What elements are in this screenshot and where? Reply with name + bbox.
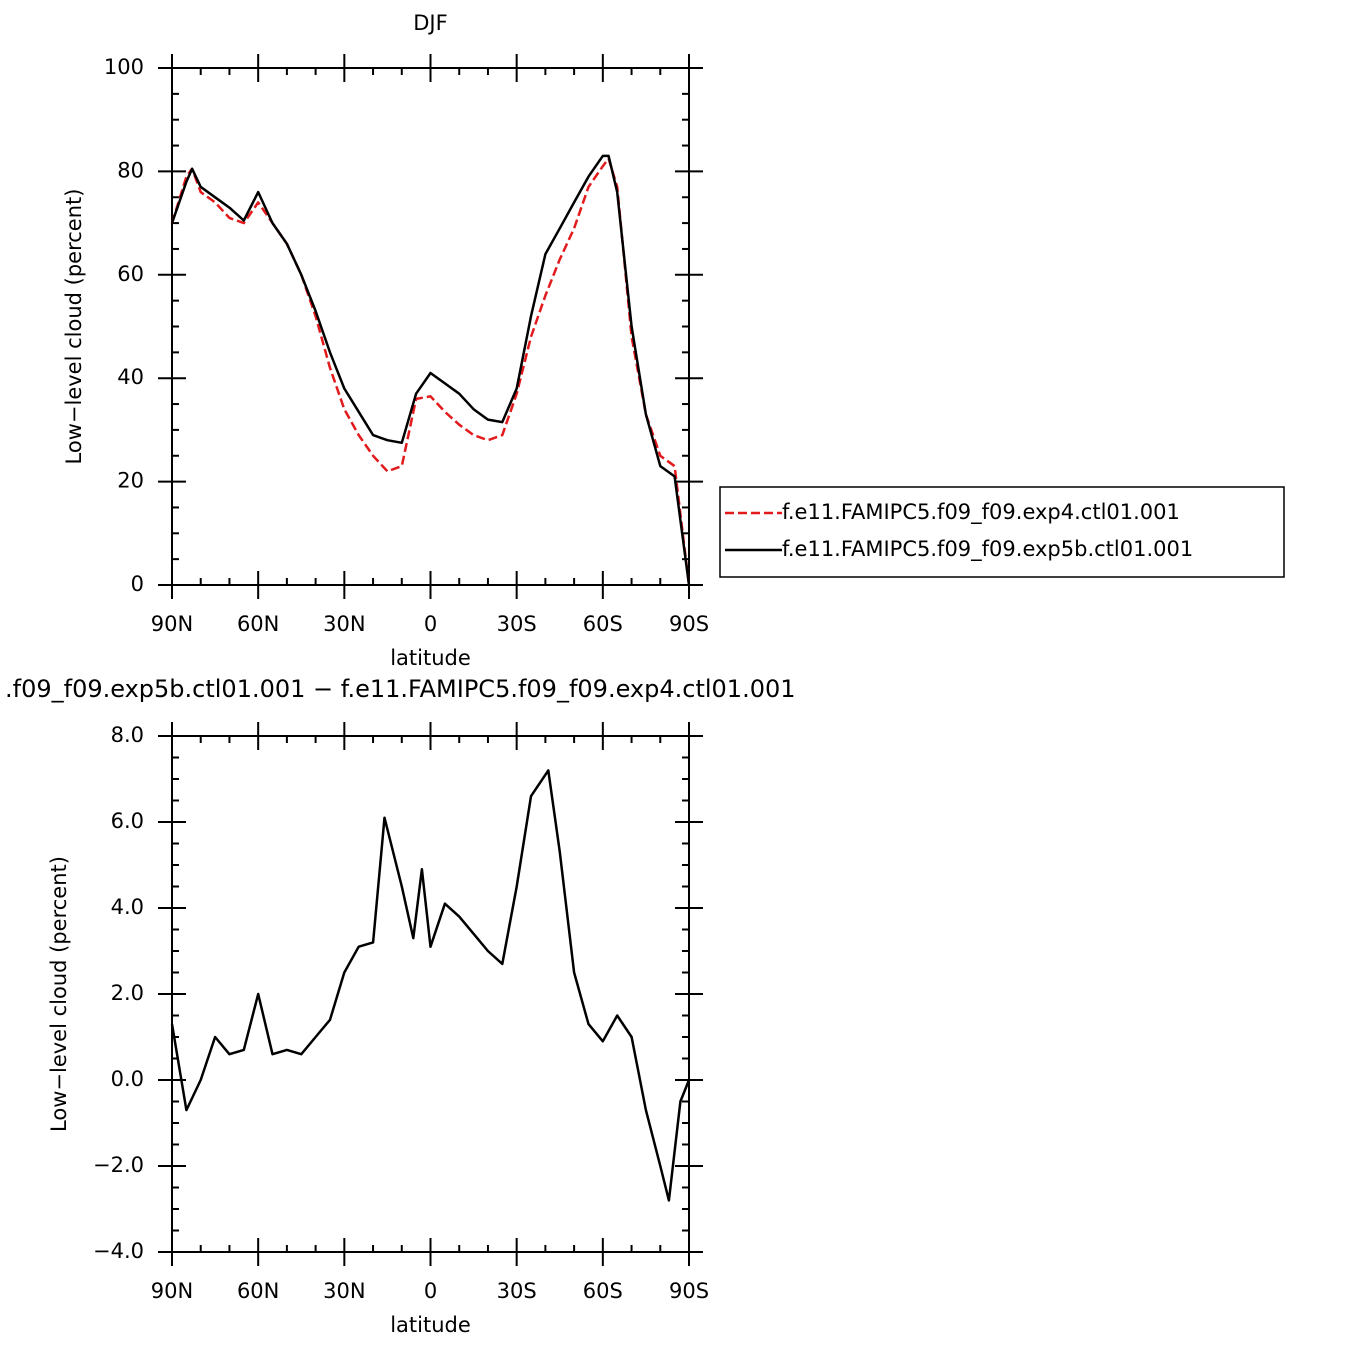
plot-frame	[171, 67, 690, 586]
x-tick-label: 60S	[583, 1279, 623, 1303]
x-tick-label: 60N	[237, 612, 279, 636]
y-axis-label: Low−level cloud (percent)	[62, 189, 86, 465]
data-line	[170, 769, 691, 1202]
legend-label: f.e11.FAMIPC5.f09_f09.exp4.ctl01.001	[782, 500, 1180, 525]
x-tick-label: 90S	[669, 1279, 709, 1303]
y-tick-label: 60	[117, 262, 144, 286]
chart-title: .f09_f09.exp5b.ctl01.001 − f.e11.FAMIPC5…	[5, 675, 796, 703]
y-tick-label: −2.0	[93, 1153, 144, 1177]
chart-title: DJF	[413, 11, 447, 35]
x-tick-label: 30S	[497, 612, 537, 636]
y-tick-label: 2.0	[111, 981, 144, 1005]
x-tick-label: 60N	[237, 1279, 279, 1303]
y-axis-label: Low−level cloud (percent)	[47, 856, 71, 1132]
x-tick-label: 30N	[323, 612, 365, 636]
plot-frame	[171, 735, 690, 1253]
y-tick-label: 4.0	[111, 895, 144, 919]
x-tick-label: 90S	[669, 612, 709, 636]
x-tick-label: 90N	[151, 1279, 193, 1303]
y-tick-label: 0	[131, 572, 144, 596]
x-tick-label: 90N	[151, 612, 193, 636]
x-axis-label: latitude	[390, 1313, 471, 1337]
y-tick-label: −4.0	[93, 1239, 144, 1263]
data-line	[170, 157, 691, 586]
x-tick-label: 30S	[497, 1279, 537, 1303]
y-tick-label: 100	[104, 55, 144, 79]
x-tick-label: 30N	[323, 1279, 365, 1303]
x-tick-label: 0	[424, 612, 437, 636]
x-tick-label: 60S	[583, 612, 623, 636]
y-tick-label: 0.0	[111, 1067, 144, 1091]
legend-box	[719, 486, 1285, 578]
legend-label: f.e11.FAMIPC5.f09_f09.exp5b.ctl01.001	[782, 537, 1193, 562]
y-tick-label: 20	[117, 469, 144, 493]
x-axis-label: latitude	[390, 646, 471, 670]
y-tick-label: 40	[117, 365, 144, 389]
y-tick-label: 8.0	[111, 723, 144, 747]
y-tick-label: 80	[117, 158, 144, 182]
x-tick-label: 0	[424, 1279, 437, 1303]
y-tick-label: 6.0	[111, 809, 144, 833]
data-line	[170, 154, 691, 586]
